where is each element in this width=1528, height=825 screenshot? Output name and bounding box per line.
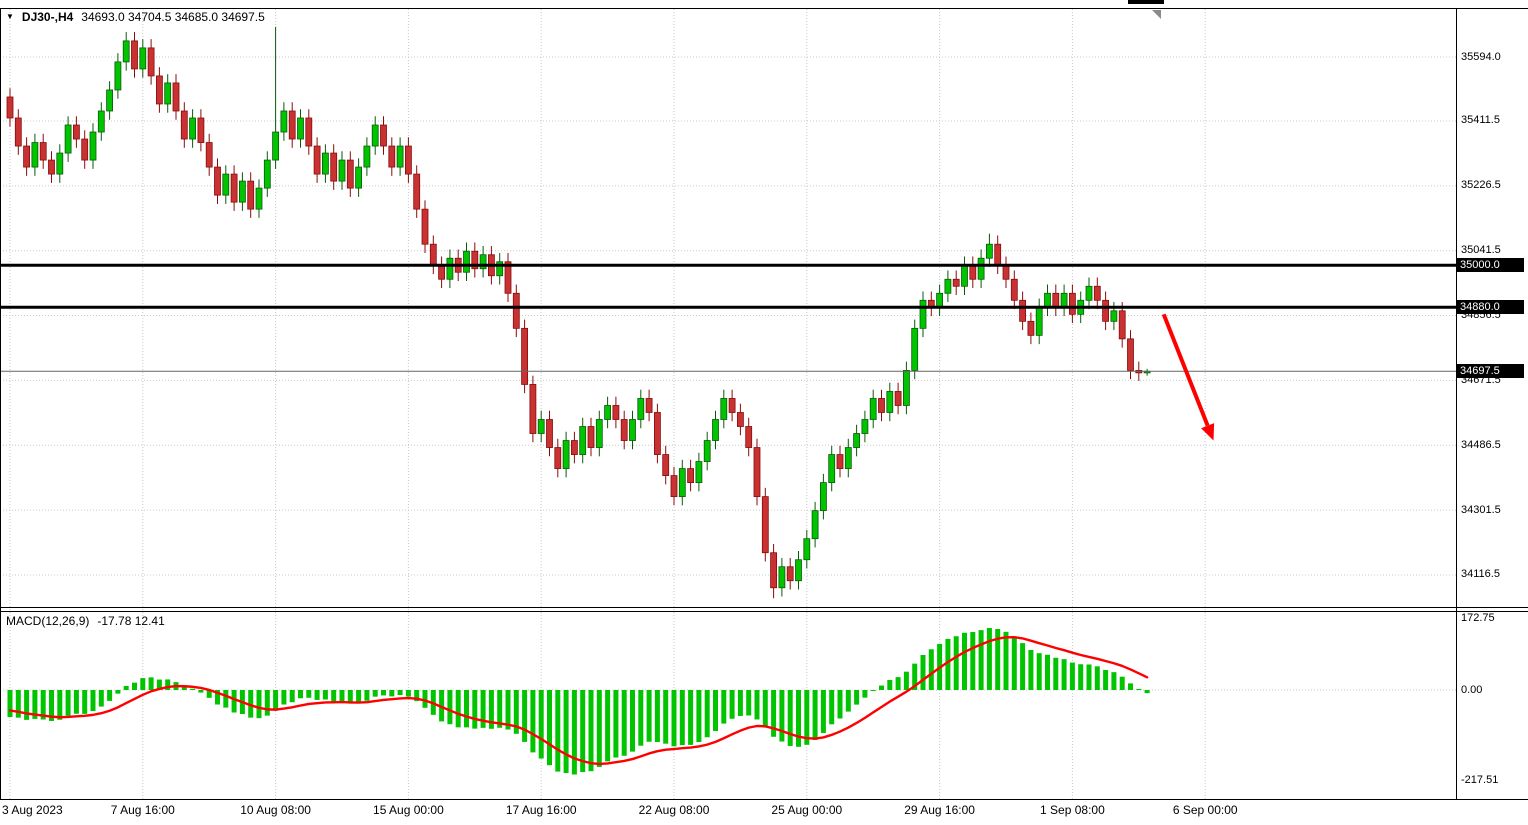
macd-axis-label: -217.51 bbox=[1461, 774, 1499, 787]
macd-indicator-label: MACD(12,26,9) bbox=[6, 614, 90, 628]
price-grid-label: 34301.5 bbox=[1461, 503, 1501, 516]
time-axis-label: 15 Aug 00:00 bbox=[373, 803, 444, 817]
macd-indicator-title: MACD(12,26,9) -17.78 12.41 bbox=[6, 614, 165, 628]
macd-axis-label: 172.75 bbox=[1461, 611, 1495, 624]
time-axis-label: 6 Sep 00:00 bbox=[1172, 803, 1238, 817]
price-grid-label: 35041.5 bbox=[1461, 244, 1501, 257]
price-grid-label: 35594.0 bbox=[1461, 50, 1501, 63]
chart-shift-marker-icon[interactable] bbox=[1152, 10, 1161, 19]
level-price-badge: 35000.0 bbox=[1457, 258, 1524, 273]
time-axis-label: 17 Aug 16:00 bbox=[505, 803, 577, 817]
price-grid-label: 35411.5 bbox=[1461, 114, 1500, 127]
price-grid-label: 34486.5 bbox=[1461, 438, 1501, 451]
time-axis-label: 1 Sep 08:00 bbox=[1040, 803, 1105, 817]
time-axis-label: 25 Aug 00:00 bbox=[771, 803, 843, 817]
window-top-artifact bbox=[1128, 0, 1164, 4]
time-axis-label: 3 Aug 2023 bbox=[2, 803, 63, 817]
symbol-dropdown-icon[interactable]: ▼ bbox=[6, 12, 14, 21]
current-price-badge: 34697.5 bbox=[1457, 364, 1524, 379]
price-grid-label: 35226.5 bbox=[1461, 179, 1501, 192]
down-arrow-annotation[interactable] bbox=[1161, 313, 1215, 441]
time-axis-label: 29 Aug 16:00 bbox=[904, 803, 975, 817]
price-grid-label: 34116.5 bbox=[1461, 568, 1500, 581]
macd-axis-label: 0.00 bbox=[1461, 683, 1483, 696]
macd-values-readout: -17.78 12.41 bbox=[97, 614, 165, 628]
level-price-badge: 34880.0 bbox=[1457, 300, 1524, 315]
time-axis-label: 7 Aug 16:00 bbox=[110, 803, 175, 817]
symbol-timeframe-label: DJ30-,H4 bbox=[21, 10, 74, 24]
ohlc-readout: 34693.0 34704.5 34685.0 34697.5 bbox=[81, 10, 265, 24]
time-axis-label: 10 Aug 08:00 bbox=[240, 803, 311, 817]
time-axis-label: 22 Aug 08:00 bbox=[638, 803, 710, 817]
chart-title: ▼ DJ30-,H4 34693.0 34704.5 34685.0 34697… bbox=[6, 10, 265, 24]
